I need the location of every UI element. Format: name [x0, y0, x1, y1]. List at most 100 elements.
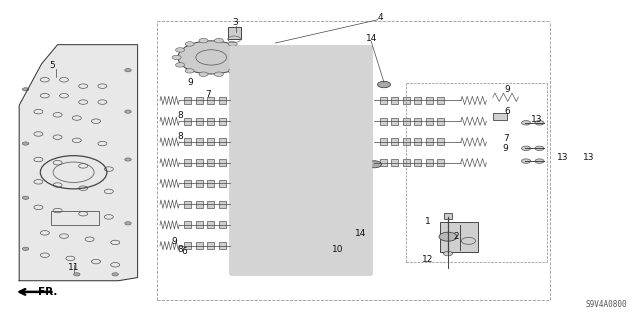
Bar [207, 159, 214, 166]
Circle shape [112, 273, 118, 276]
Circle shape [214, 38, 223, 43]
Circle shape [238, 63, 247, 67]
Bar [414, 118, 421, 125]
Text: 1: 1 [425, 217, 430, 226]
Text: 10: 10 [332, 245, 343, 254]
Text: 9: 9 [172, 237, 177, 246]
Circle shape [285, 75, 291, 78]
Bar [391, 118, 398, 125]
Circle shape [125, 158, 131, 161]
Circle shape [439, 232, 457, 241]
Bar [207, 201, 214, 208]
Bar [184, 118, 191, 125]
Bar [444, 213, 452, 219]
Bar [196, 201, 203, 208]
Bar [391, 97, 398, 104]
Bar [196, 97, 203, 104]
Text: 3: 3 [233, 18, 238, 27]
Bar [207, 118, 214, 125]
Bar [219, 221, 226, 228]
Circle shape [535, 146, 544, 151]
Circle shape [259, 53, 266, 56]
Text: 12: 12 [422, 255, 433, 263]
Bar [437, 97, 444, 104]
Circle shape [264, 65, 318, 92]
Circle shape [240, 215, 246, 219]
Circle shape [22, 142, 29, 145]
Bar [196, 242, 203, 249]
Bar [51, 211, 99, 225]
Circle shape [240, 254, 246, 257]
Bar [391, 159, 398, 166]
Bar [426, 118, 433, 125]
Bar [414, 138, 421, 145]
Text: 9: 9 [503, 144, 508, 153]
Circle shape [522, 121, 531, 125]
Text: 6: 6 [505, 107, 510, 116]
Bar [196, 180, 203, 187]
Text: 14: 14 [355, 229, 366, 238]
Bar [184, 138, 191, 145]
Circle shape [22, 196, 29, 199]
Bar [219, 138, 226, 145]
Bar [437, 118, 444, 125]
Bar [196, 138, 203, 145]
Bar [184, 242, 191, 249]
Circle shape [125, 110, 131, 113]
Circle shape [175, 63, 184, 67]
Bar [403, 159, 410, 166]
Bar [184, 159, 191, 166]
Circle shape [214, 72, 223, 77]
Bar [426, 138, 433, 145]
Bar [207, 221, 214, 228]
Bar [380, 118, 387, 125]
Text: 8: 8 [178, 245, 183, 254]
Circle shape [367, 161, 381, 168]
Text: 7: 7 [503, 134, 508, 143]
Bar [184, 180, 191, 187]
Bar [196, 118, 203, 125]
Circle shape [22, 88, 29, 91]
Circle shape [310, 215, 317, 219]
Text: 4: 4 [378, 13, 383, 22]
Circle shape [259, 215, 266, 219]
Circle shape [522, 159, 531, 163]
Circle shape [266, 254, 272, 257]
Bar [207, 138, 214, 145]
Circle shape [185, 69, 194, 73]
Text: 9: 9 [188, 78, 193, 87]
Bar [184, 201, 191, 208]
Bar [219, 242, 226, 249]
Bar [236, 77, 367, 108]
Bar [196, 159, 203, 166]
Bar [219, 201, 226, 208]
Circle shape [199, 72, 208, 77]
Text: 11: 11 [68, 263, 79, 272]
Circle shape [185, 42, 194, 46]
Bar [196, 221, 203, 228]
Circle shape [199, 38, 208, 43]
Circle shape [240, 75, 246, 78]
Circle shape [285, 53, 291, 56]
Bar [380, 138, 387, 145]
Circle shape [346, 53, 352, 56]
Text: 8: 8 [178, 111, 183, 120]
Text: 5: 5 [50, 61, 55, 70]
Circle shape [22, 247, 29, 250]
Polygon shape [19, 45, 138, 281]
Text: 14: 14 [365, 34, 377, 43]
Text: 8: 8 [178, 132, 183, 141]
Text: 2: 2 [453, 232, 458, 241]
Circle shape [175, 48, 184, 52]
Text: 6: 6 [182, 247, 187, 256]
Bar [380, 159, 387, 166]
Bar [219, 159, 226, 166]
Polygon shape [230, 46, 371, 274]
Bar [440, 222, 478, 252]
Circle shape [228, 42, 237, 46]
Bar [236, 195, 367, 223]
Text: 13: 13 [583, 153, 595, 162]
Circle shape [178, 41, 244, 74]
Bar [414, 97, 421, 104]
Circle shape [255, 124, 314, 153]
